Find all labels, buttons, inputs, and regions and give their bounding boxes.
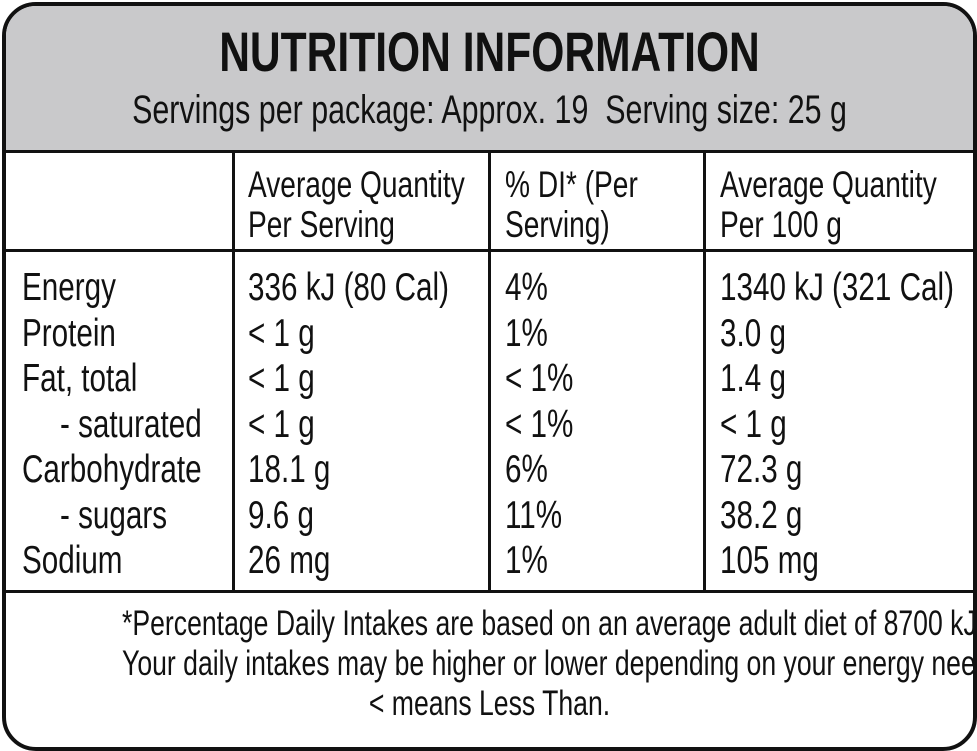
cell: 1340 kJ (321 Cal) [720, 266, 954, 309]
cell: 26 mg [248, 539, 331, 582]
cell: < 1% [505, 357, 574, 400]
header-band [6, 6, 973, 153]
column-header: Serving) [505, 204, 610, 245]
column-line [703, 153, 706, 590]
row-label: Carbohydrate [22, 448, 202, 491]
cell: 6% [505, 448, 548, 491]
cell: < 1 g [248, 357, 315, 400]
cell: 4% [505, 266, 548, 309]
cell: 105 mg [720, 539, 819, 582]
footnote: *Percentage Daily Intakes are based on a… [122, 604, 977, 643]
cell: 72.3 g [720, 448, 803, 491]
row-label: Fat, total [22, 357, 138, 400]
row-label: Sodium [22, 539, 123, 582]
cell: < 1% [505, 402, 574, 446]
footnote: Your daily intakes may be higher or lowe… [122, 644, 977, 683]
cell: < 1 g [248, 311, 315, 355]
column-header: Average Quantity [248, 164, 465, 205]
cell: 1% [505, 311, 548, 355]
column-header: % DI* (Per [505, 164, 638, 205]
column-line [232, 153, 235, 590]
cell: 336 kJ (80 Cal) [248, 266, 449, 309]
subtitle: Servings per package: Approx. 19 Serving… [132, 88, 847, 132]
cell: 1.4 g [720, 357, 786, 400]
cell: 18.1 g [248, 448, 331, 491]
row-label: - saturated [60, 402, 202, 446]
footnote: < means Less Than. [368, 684, 611, 723]
cell: 1% [505, 539, 548, 582]
cell: 9.6 g [248, 493, 314, 537]
row-label: - sugars [60, 493, 168, 537]
cell: < 1 g [720, 402, 787, 446]
column-header: Average Quantity [720, 164, 937, 205]
row-label: Energy [22, 266, 116, 309]
column-header: Per 100 g [720, 204, 842, 245]
cell: < 1 g [248, 402, 315, 446]
cell: 3.0 g [720, 311, 786, 355]
divider [6, 590, 973, 593]
cell: 11% [505, 493, 563, 537]
row-label: Protein [22, 311, 116, 355]
column-line [488, 153, 491, 590]
cell: 38.2 g [720, 493, 803, 537]
column-header: Per Serving [248, 204, 395, 245]
title: NUTRITION INFORMATION [219, 20, 760, 83]
